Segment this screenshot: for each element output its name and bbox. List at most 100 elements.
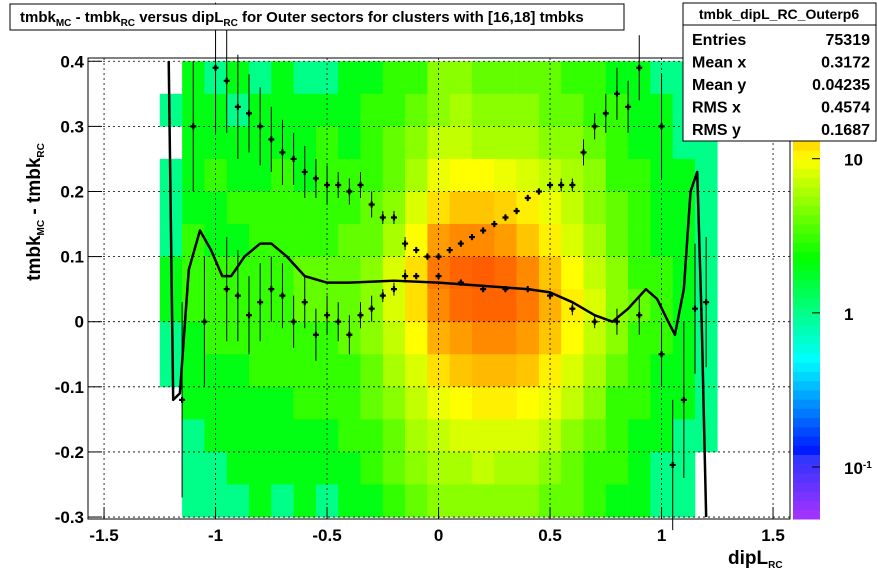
heat-cell [449, 354, 473, 388]
heat-cell [494, 158, 517, 192]
profile-point [402, 273, 409, 280]
heat-cell [338, 126, 361, 160]
heat-cell [204, 354, 228, 388]
colorbar-swatch [793, 223, 820, 234]
y-tick-label: 0.3 [60, 117, 84, 136]
heat-cell [338, 354, 361, 388]
heat-cell [271, 61, 294, 95]
text-part: - tmbk [71, 9, 121, 26]
heat-cell [650, 191, 674, 225]
heat-cell [360, 451, 384, 485]
heat-cell [360, 224, 384, 257]
heat-cell [338, 386, 361, 420]
heat-cell [516, 224, 540, 257]
profile-point [658, 123, 665, 130]
heat-cell [226, 354, 250, 388]
heat-cell [628, 256, 651, 290]
profile-point [324, 181, 331, 188]
heat-cell [538, 354, 562, 388]
profile-point [569, 181, 576, 188]
heat-cell [159, 321, 183, 355]
subscript: MC [56, 18, 72, 29]
x-tick-label: 1 [657, 526, 666, 545]
heat-cell [159, 354, 183, 388]
heat-cell [449, 451, 473, 485]
colorbar-swatch [793, 353, 820, 363]
colorbar-swatch [793, 509, 820, 520]
profile-point [368, 201, 375, 208]
heat-cell [516, 419, 540, 453]
heat-cell [628, 354, 651, 388]
colorbar-swatch [793, 205, 820, 216]
profile-point [268, 136, 275, 143]
profile-point [379, 292, 386, 299]
heat-cell [382, 158, 406, 192]
profile-point [279, 292, 286, 299]
y-tick-label: -0.3 [55, 508, 84, 527]
subscript: RC [223, 18, 237, 29]
heat-cell [204, 289, 228, 323]
profile-point [246, 312, 253, 319]
stats-value: 0.3172 [821, 55, 870, 72]
heat-cell [449, 61, 473, 95]
x-tick-label: -1 [208, 526, 223, 545]
colorbar-swatch [793, 168, 820, 179]
colorbar-swatch [793, 463, 820, 474]
heat-cell [182, 354, 205, 388]
heat-cell [405, 93, 428, 127]
heat-cell [293, 93, 317, 127]
heat-cell [472, 191, 495, 225]
heat-cell [226, 224, 250, 257]
heat-cell [182, 419, 205, 453]
heat-cell [204, 158, 228, 192]
profile-point [480, 227, 487, 234]
heat-cell [360, 93, 384, 127]
heat-cell [472, 419, 495, 453]
heat-cell [516, 256, 540, 290]
heat-cell [182, 484, 205, 518]
heat-cell [472, 61, 495, 95]
heat-cell [583, 451, 607, 485]
heat-cell [315, 484, 339, 518]
heat-cell [472, 224, 495, 257]
x-tick-label: 0.5 [538, 526, 562, 545]
stats-title: tmbk_dipL_RC_Outerp6 [699, 6, 859, 22]
heat-cell [293, 484, 317, 518]
heat-cell [628, 224, 651, 257]
heat-cell [427, 224, 451, 257]
text-part: tmbk [24, 235, 45, 281]
heat-cell [182, 321, 205, 355]
profile-point [335, 318, 342, 325]
colorbar-swatch [793, 371, 820, 382]
heat-cell [427, 93, 451, 127]
profile-point [591, 318, 598, 325]
heat-cell [583, 354, 607, 388]
colorbar-swatch [793, 288, 820, 299]
colorbar-swatch [793, 270, 820, 280]
heat-cell [472, 484, 495, 518]
heat-cell [338, 419, 361, 453]
heat-cell [382, 191, 406, 225]
heat-cell [449, 191, 473, 225]
profile-point [613, 318, 620, 325]
stats-label: Entries [692, 32, 746, 49]
profile-point [413, 273, 420, 280]
heat-cell [494, 191, 517, 225]
colorbar-swatch [793, 177, 820, 188]
heat-cell [605, 191, 629, 225]
heat-cell [449, 484, 473, 518]
colorbar-swatch [793, 491, 820, 502]
colorbar-swatch [793, 140, 820, 151]
profile-point [346, 331, 353, 338]
profile-point [446, 247, 453, 254]
heat-cell [605, 256, 629, 290]
heat-cell [204, 484, 228, 518]
heat-cell [360, 386, 384, 420]
profile-point [357, 312, 364, 319]
heat-cell [561, 386, 584, 420]
profile-point [368, 305, 375, 312]
colorbar-swatch [793, 196, 820, 207]
profile-point [469, 234, 476, 241]
